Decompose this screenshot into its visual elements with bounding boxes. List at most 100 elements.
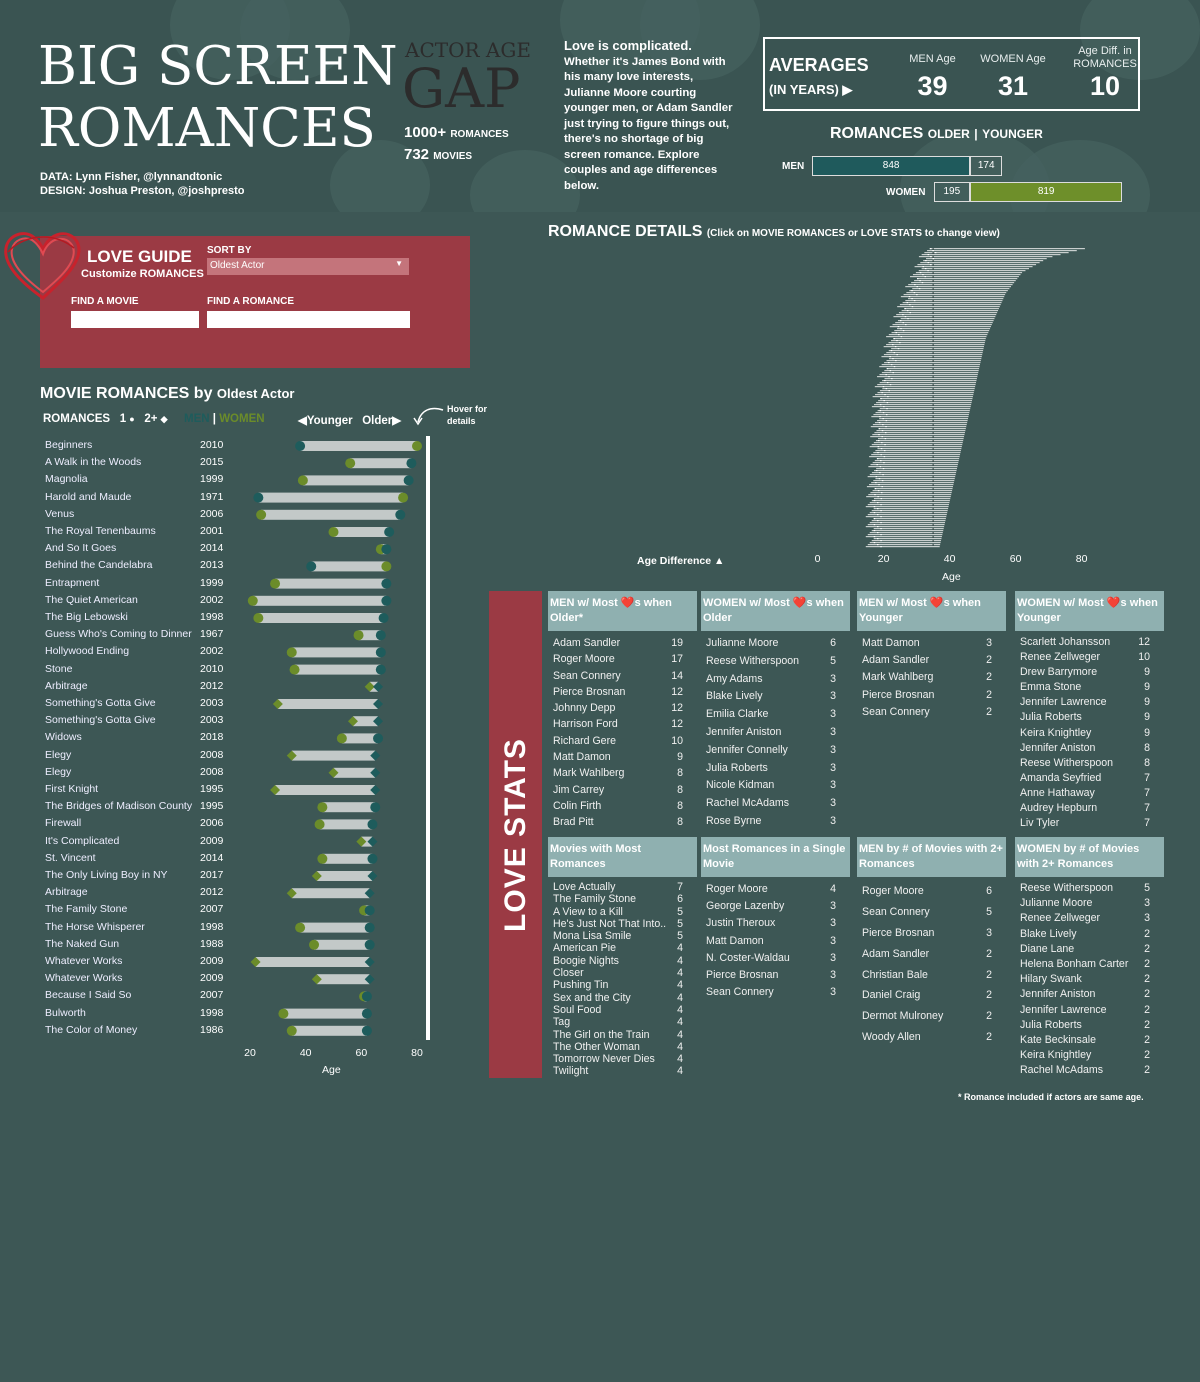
love-stats-row[interactable]: Roger Moore 6 (862, 881, 1006, 902)
love-stats-row[interactable]: Sean Connery 14 (553, 668, 697, 684)
sort-age-difference[interactable]: Age Difference ▲ (637, 555, 725, 567)
love-stats-row[interactable]: Mark Wahlberg 8 (553, 765, 697, 781)
movie-row-title[interactable]: Venus (45, 507, 75, 520)
love-stats-row[interactable]: Julia Roberts 3 (706, 760, 850, 778)
love-stats-row[interactable]: Adam Sandler 2 (862, 944, 1006, 965)
movie-row-title[interactable]: A Walk in the Woods (45, 456, 142, 469)
love-stats-row[interactable]: Anne Hathaway 7 (1020, 786, 1164, 801)
love-stats-row[interactable]: George Lazenby 3 (706, 898, 850, 915)
love-stats-row[interactable]: Pierce Brosnan 12 (553, 684, 697, 700)
love-stats-row[interactable]: Sean Connery 2 (862, 704, 1006, 721)
love-stats-row[interactable]: Soul Food 4 (553, 1004, 697, 1016)
love-stats-table-header[interactable]: WOMEN w/ Most ❤️s when Younger (1015, 591, 1164, 631)
love-stats-row[interactable]: Amanda Seyfried 7 (1020, 771, 1164, 786)
movie-row-title[interactable]: The Family Stone (45, 903, 128, 916)
love-stats-row[interactable]: Roger Moore 17 (553, 651, 697, 667)
love-stats-row[interactable]: Matt Damon 9 (553, 749, 697, 765)
love-stats-row[interactable]: Colin Firth 8 (553, 798, 697, 814)
love-stats-row[interactable]: Matt Damon 3 (706, 933, 850, 950)
love-stats-row[interactable]: N. Coster-Waldau 3 (706, 950, 850, 967)
movie-row-title[interactable]: The Royal Tenenbaums (45, 525, 156, 537)
men-younger-bar[interactable]: 174 (970, 156, 1003, 176)
love-stats-row[interactable]: Julianne Moore 3 (1020, 896, 1164, 911)
love-stats-table-header[interactable]: WOMEN by # of Movies with 2+ Romances (1015, 837, 1164, 877)
love-stats-row[interactable]: Emma Stone 9 (1020, 680, 1164, 695)
love-stats-row[interactable]: Kate Beckinsale 2 (1020, 1033, 1164, 1048)
love-stats-row[interactable]: Matt Damon 3 (862, 635, 1006, 652)
love-stats-row[interactable]: Emilia Clarke 3 (706, 706, 850, 724)
movie-row-title[interactable]: The Bridges of Madison County (45, 800, 193, 813)
movie-row-title[interactable]: The Naked Gun (45, 937, 120, 950)
movie-row-title[interactable]: It's Complicated (45, 834, 120, 847)
love-stats-row[interactable]: Closer 4 (553, 967, 697, 979)
men-older-bar[interactable]: 848 (812, 156, 970, 176)
love-stats-row[interactable]: Blake Lively 3 (706, 688, 850, 706)
love-stats-table-header[interactable]: MEN w/ Most ❤️s when Older* (548, 591, 697, 631)
love-stats-row[interactable]: Richard Gere 10 (553, 733, 697, 749)
love-stats-table-header[interactable]: Movies with Most Romances (548, 837, 697, 877)
movie-row-title[interactable]: Arbitrage (45, 679, 88, 692)
love-stats-row[interactable]: Twilight 4 (553, 1065, 697, 1077)
movie-row-title[interactable]: First Knight (45, 783, 99, 795)
love-stats-row[interactable]: Renee Zellweger 3 (1020, 911, 1164, 926)
movie-row-title[interactable]: And So It Goes (45, 542, 117, 555)
movie-row-title[interactable]: Hollywood Ending (45, 645, 130, 658)
movie-row-title[interactable]: Widows (45, 731, 82, 744)
women-older-bar[interactable]: 195 (933, 182, 970, 202)
love-stats-row[interactable]: Jennifer Aniston 2 (1020, 987, 1164, 1002)
find-romance-input[interactable] (207, 311, 410, 328)
love-stats-row[interactable]: Adam Sandler 19 (553, 635, 697, 651)
love-stats-row[interactable]: Tomorrow Never Dies 4 (553, 1053, 697, 1065)
love-stats-row[interactable]: Renee Zellweger 10 (1020, 650, 1164, 665)
love-stats-table-header[interactable]: Most Romances in a Single Movie (701, 837, 850, 877)
love-stats-row[interactable]: Rachel McAdams 3 (706, 795, 850, 813)
love-stats-row[interactable]: Julianne Moore 6 (706, 635, 850, 653)
love-stats-row[interactable]: Rose Byrne 3 (706, 813, 850, 831)
movie-row-title[interactable]: Guess Who's Coming to Dinner (45, 628, 192, 641)
love-stats-row[interactable]: Pushing Tin 4 (553, 979, 697, 991)
movie-row-title[interactable]: Whatever Works (45, 955, 123, 967)
movie-row-title[interactable]: Whatever Works (45, 972, 123, 985)
movie-row-title[interactable]: Firewall (45, 817, 82, 830)
love-stats-row[interactable]: Pierce Brosnan 2 (862, 687, 1006, 704)
love-stats-row[interactable]: Christian Bale 2 (862, 965, 1006, 986)
love-stats-row[interactable]: Pierce Brosnan 3 (706, 967, 850, 984)
love-stats-row[interactable]: Justin Theroux 3 (706, 915, 850, 932)
love-stats-row[interactable]: Sean Connery 5 (862, 902, 1006, 923)
love-stats-table-header[interactable]: MEN by # of Movies with 2+ Romances (857, 837, 1006, 877)
love-stats-row[interactable]: Daniel Craig 2 (862, 985, 1006, 1006)
movie-row-title[interactable]: Behind the Candelabra (45, 559, 153, 572)
movie-row-title[interactable]: The Color of Money (45, 1023, 138, 1036)
love-stats-row[interactable]: He's Just Not That Into.. 5 (553, 918, 697, 930)
love-stats-row[interactable]: Nicole Kidman 3 (706, 777, 850, 795)
love-stats-row[interactable]: Tag 4 (553, 1016, 697, 1028)
movie-row-title[interactable]: Harold and Maude (45, 490, 132, 503)
movie-row-title[interactable]: The Horse Whisperer (45, 920, 145, 933)
love-stats-row[interactable]: Audrey Hepburn 7 (1020, 801, 1164, 816)
love-stats-row[interactable]: Amy Adams 3 (706, 671, 850, 689)
love-stats-row[interactable]: Love Actually 7 (553, 881, 697, 893)
love-stats-row[interactable]: Keira Knightley 9 (1020, 726, 1164, 741)
love-stats-row[interactable]: Boogie Nights 4 (553, 955, 697, 967)
love-stats-row[interactable]: Adam Sandler 2 (862, 652, 1006, 669)
movie-row-title[interactable]: Entrapment (45, 576, 100, 589)
love-stats-row[interactable]: Hilary Swank 2 (1020, 972, 1164, 987)
love-stats-row[interactable]: Jennifer Lawrence 2 (1020, 1003, 1164, 1018)
love-stats-row[interactable]: Jennifer Aniston 8 (1020, 741, 1164, 756)
love-stats-row[interactable]: Jennifer Connelly 3 (706, 742, 850, 760)
movie-row-title[interactable]: Elegy (45, 765, 72, 778)
movie-row-title[interactable]: Stone (45, 662, 73, 675)
love-stats-row[interactable]: Johnny Depp 12 (553, 700, 697, 716)
love-stats-row[interactable]: Mark Wahlberg 2 (862, 669, 1006, 686)
movie-row-title[interactable]: Arbitrage (45, 886, 88, 899)
love-stats-row[interactable]: Jennifer Lawrence 9 (1020, 695, 1164, 710)
movie-row-title[interactable]: St. Vincent (45, 851, 96, 864)
movie-row-title[interactable]: Because I Said So (45, 989, 132, 1002)
love-stats-row[interactable]: Roger Moore 4 (706, 881, 850, 898)
women-younger-bar[interactable]: 819 (970, 182, 1123, 202)
love-stats-row[interactable]: Brad Pitt 8 (553, 814, 697, 830)
love-stats-row[interactable]: Jennifer Aniston 3 (706, 724, 850, 742)
love-stats-row[interactable]: Reese Witherspoon 5 (1020, 881, 1164, 896)
love-stats-table-header[interactable]: MEN w/ Most ❤️s when Younger (857, 591, 1006, 631)
love-stats-row[interactable]: The Other Woman 4 (553, 1041, 697, 1053)
